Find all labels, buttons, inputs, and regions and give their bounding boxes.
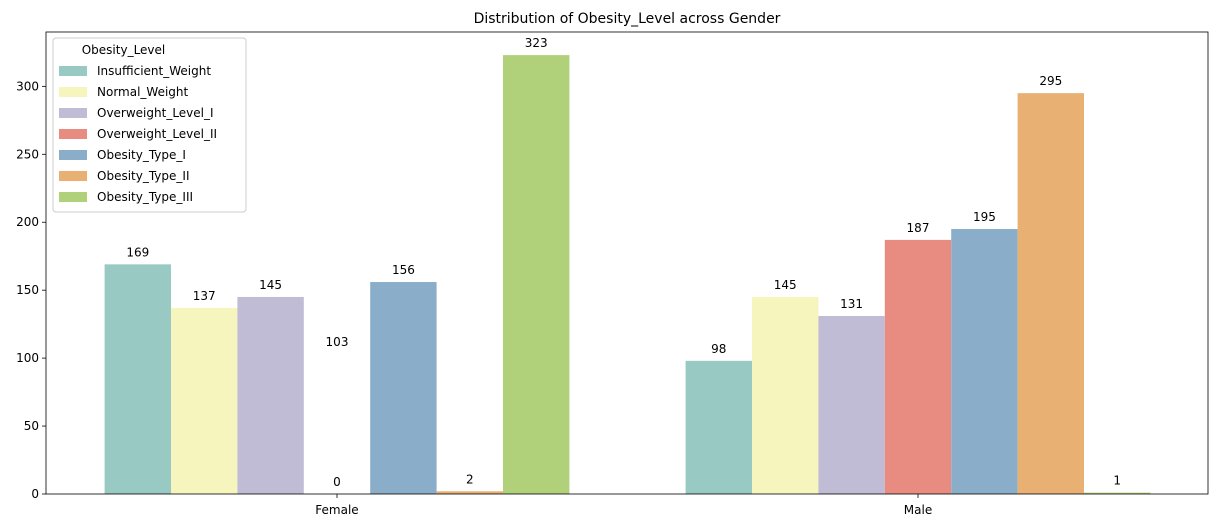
y-tick-label: 200: [16, 215, 39, 229]
legend-title: Obesity_Level: [82, 43, 166, 57]
legend-swatch: [59, 150, 87, 160]
bar-insufficient-weight-male: [685, 360, 752, 494]
data-label: 145: [774, 278, 797, 292]
plot-frame: [45, 31, 1209, 495]
data-label: 187: [907, 221, 930, 235]
x-tick-label: Male: [904, 503, 932, 517]
data-label: 0: [333, 475, 341, 489]
y-axis: 0 50 100 150 200 250 300: [16, 79, 46, 501]
legend-entry: Overweight_Level_I: [97, 106, 214, 120]
data-label: 156: [392, 263, 415, 277]
chart-title: Distribution of Obesity_Level across Gen…: [474, 11, 781, 27]
data-label-annotation: 103: [326, 335, 349, 349]
bar-overweight-level-i-male: [818, 315, 885, 494]
data-label: 131: [840, 297, 863, 311]
bar-overweight-level-i-female: [237, 296, 304, 494]
data-label: 98: [711, 342, 726, 356]
data-label: 1: [1113, 474, 1121, 488]
data-label: 295: [1039, 74, 1062, 88]
data-label: 137: [193, 289, 216, 303]
legend-entry: Overweight_Level_II: [97, 127, 217, 141]
y-tick-label: 150: [16, 283, 39, 297]
x-axis: Female Male: [315, 494, 932, 517]
bar-obesity-type-i-male: [951, 229, 1018, 494]
legend-box: [52, 37, 247, 213]
legend-swatch: [59, 192, 87, 202]
data-label: 169: [126, 245, 149, 259]
y-tick-label: 300: [16, 79, 39, 93]
x-tick-label: Female: [315, 503, 358, 517]
bar-normal-weight-female: [171, 307, 238, 494]
legend-entry: Obesity_Type_III: [97, 190, 193, 204]
data-labels-group: 169 98 137 145 145 131 0 187 156 195 2 295 323 1 103: [126, 36, 1121, 489]
bars-group: [104, 55, 1151, 494]
bar-obesity-type-iii-male: [1084, 492, 1151, 494]
y-tick-label: 100: [16, 351, 39, 365]
bar-obesity-type-ii-male: [1017, 93, 1084, 494]
y-tick-label: 50: [24, 419, 39, 433]
data-label: 195: [973, 210, 996, 224]
legend-entry: Obesity_Type_II: [97, 169, 189, 183]
data-label: 323: [525, 36, 548, 50]
legend-entry: Normal_Weight: [97, 85, 189, 99]
legend-swatch: [59, 87, 87, 97]
legend-swatch: [59, 129, 87, 139]
legend-entry: Insufficient_Weight: [97, 64, 211, 78]
bar-normal-weight-male: [752, 296, 819, 494]
legend: Obesity_Level Insufficient_Weight Normal_W…: [52, 37, 247, 213]
data-label: 145: [259, 278, 282, 292]
bar-insufficient-weight-female: [104, 264, 171, 494]
legend-entry: Obesity_Type_I: [97, 148, 186, 162]
legend-swatch: [59, 108, 87, 118]
bar-overweight-level-ii-male: [884, 239, 952, 494]
bar-obesity-type-ii-female: [436, 491, 503, 494]
legend-swatch: [59, 171, 87, 181]
bar-obesity-type-i-female: [370, 282, 437, 494]
y-tick-label: 0: [31, 487, 39, 501]
data-label: 2: [466, 472, 474, 486]
y-tick-label: 250: [16, 147, 39, 161]
bar-obesity-type-iii-female: [503, 55, 570, 494]
legend-swatch: [59, 66, 87, 76]
